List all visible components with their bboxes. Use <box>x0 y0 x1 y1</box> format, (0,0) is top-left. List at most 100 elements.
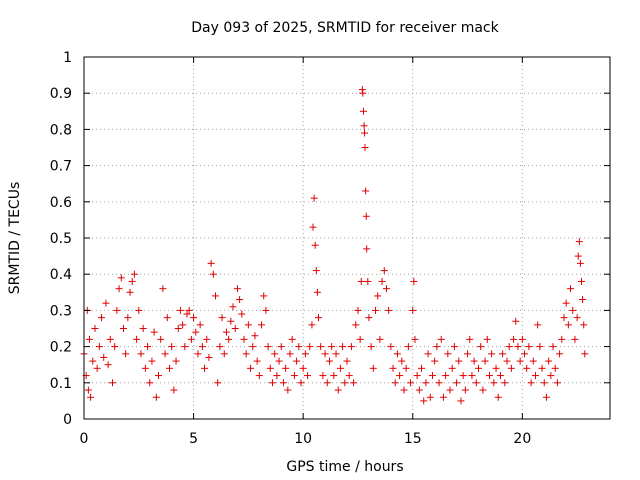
y-tick-label: 0.9 <box>50 86 72 102</box>
data-point <box>170 386 178 394</box>
data-point <box>361 144 369 151</box>
data-point <box>341 379 349 387</box>
data-point <box>299 364 307 372</box>
data-point <box>113 306 121 314</box>
data-point <box>413 372 421 380</box>
data-point <box>183 310 191 318</box>
data-point <box>106 335 114 343</box>
data-point <box>168 343 176 351</box>
data-point <box>527 379 535 387</box>
data-point <box>91 325 99 332</box>
data-point <box>255 372 263 380</box>
data-point <box>87 393 95 401</box>
y-tick-label: 0.7 <box>50 159 72 175</box>
data-point <box>133 335 141 343</box>
data-point <box>179 321 187 329</box>
data-point <box>240 335 248 343</box>
data-point <box>115 285 123 293</box>
data-point <box>574 252 582 260</box>
data-point <box>220 350 228 358</box>
data-point <box>198 343 206 351</box>
data-point <box>422 379 430 387</box>
data-point <box>354 306 362 314</box>
data-point <box>538 364 546 372</box>
data-point <box>393 350 401 358</box>
data-point <box>157 335 165 343</box>
data-point <box>485 372 493 380</box>
data-point <box>251 332 259 340</box>
data-point <box>262 306 270 314</box>
data-point <box>431 357 439 365</box>
data-point <box>128 277 136 285</box>
data-point <box>214 379 222 387</box>
data-point <box>363 245 371 253</box>
y-tick-label: 0 <box>63 412 72 428</box>
data-point <box>404 343 412 351</box>
data-point <box>472 379 480 387</box>
data-point <box>317 343 325 351</box>
data-point <box>146 379 154 387</box>
data-point <box>446 386 454 394</box>
data-point <box>130 270 138 278</box>
data-point <box>98 314 106 322</box>
y-tick-label: 0.2 <box>50 340 72 356</box>
data-point <box>521 350 529 358</box>
data-point <box>163 314 171 322</box>
data-point <box>571 335 579 343</box>
data-point <box>359 89 367 97</box>
data-point <box>371 306 379 314</box>
data-point <box>402 364 410 372</box>
data-point <box>155 372 163 380</box>
data-point <box>284 386 292 394</box>
data-point <box>141 364 149 372</box>
data-point <box>359 107 367 115</box>
data-point <box>174 325 182 332</box>
data-point <box>288 335 296 343</box>
data-point <box>362 187 370 195</box>
data-point <box>89 357 97 365</box>
data-point <box>325 357 333 365</box>
data-point <box>475 364 482 372</box>
data-point <box>356 335 364 343</box>
data-point <box>122 350 130 358</box>
data-point <box>85 335 93 343</box>
data-point <box>579 296 587 304</box>
data-point <box>501 379 509 387</box>
data-point <box>415 386 423 394</box>
data-point <box>124 314 132 322</box>
data-point <box>569 306 577 314</box>
data-point <box>119 325 127 332</box>
data-point <box>247 364 255 372</box>
data-point <box>126 288 134 296</box>
data-point <box>260 292 268 300</box>
axis-ticks <box>83 56 610 420</box>
data-point <box>253 357 261 365</box>
data-point <box>271 350 279 358</box>
data-point <box>387 343 395 351</box>
data-point <box>222 328 230 336</box>
data-point <box>152 393 160 401</box>
data-point <box>437 335 445 343</box>
data-point <box>573 314 581 322</box>
data-point <box>396 372 404 380</box>
data-point <box>301 350 309 358</box>
data-point <box>225 335 233 343</box>
data-point <box>576 259 584 267</box>
data-point <box>560 314 568 322</box>
data-point <box>365 314 373 322</box>
data-point <box>218 314 226 322</box>
data-point <box>525 343 533 351</box>
data-point <box>411 335 419 343</box>
data-point <box>275 357 283 365</box>
x-tick-label: 0 <box>80 431 89 447</box>
data-point <box>181 343 189 351</box>
data-point <box>244 321 252 329</box>
data-point <box>277 343 285 351</box>
data-point <box>249 343 257 351</box>
y-tick-label: 0.4 <box>50 267 72 283</box>
data-point <box>424 350 432 358</box>
y-axis-label: SRMTID / TECUs <box>7 182 23 295</box>
data-point <box>319 372 327 380</box>
data-point <box>542 393 550 401</box>
data-point <box>332 350 340 358</box>
